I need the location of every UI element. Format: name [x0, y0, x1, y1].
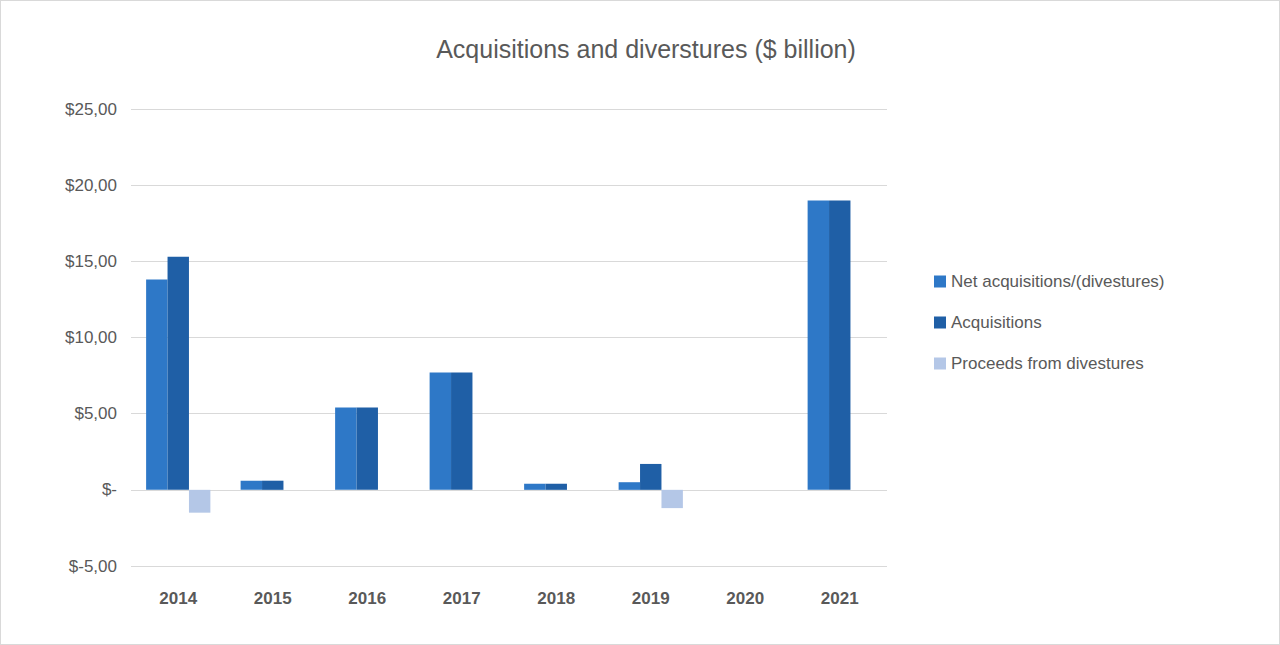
svg-text:2015: 2015: [254, 589, 292, 608]
svg-text:2020: 2020: [726, 589, 764, 608]
svg-text:2018: 2018: [537, 589, 575, 608]
svg-text:2016: 2016: [348, 589, 386, 608]
svg-text:$15,00: $15,00: [65, 252, 117, 271]
svg-text:$-5,00: $-5,00: [69, 557, 117, 576]
svg-text:$10,00: $10,00: [65, 328, 117, 347]
svg-text:$5,00: $5,00: [74, 404, 117, 423]
svg-text:2014: 2014: [159, 589, 197, 608]
svg-text:2021: 2021: [821, 589, 859, 608]
svg-text:Net acquisitions/(divestures): Net acquisitions/(divestures): [951, 272, 1165, 291]
svg-text:Proceeds from divestures: Proceeds from divestures: [951, 354, 1144, 373]
svg-text:Acquisitions: Acquisitions: [951, 313, 1042, 332]
svg-text:2019: 2019: [632, 589, 670, 608]
svg-text:Acquisitions and diverstures (: Acquisitions and diverstures ($ billion): [436, 35, 856, 63]
svg-text:$20,00: $20,00: [65, 176, 117, 195]
svg-text:$-: $-: [102, 480, 117, 499]
svg-text:$25,00: $25,00: [65, 100, 117, 119]
svg-text:2017: 2017: [443, 589, 481, 608]
